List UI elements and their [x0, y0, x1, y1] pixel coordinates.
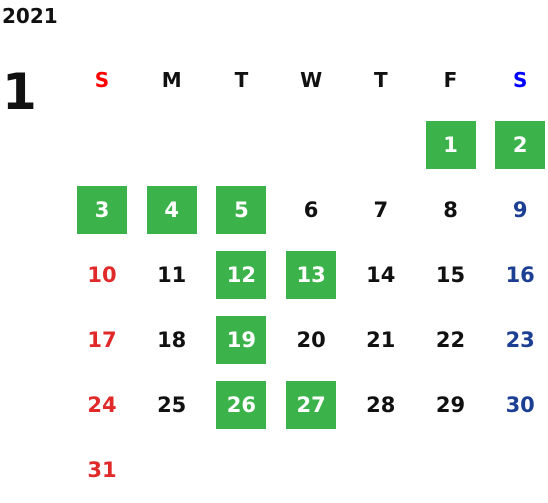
day-cell: 28: [366, 393, 396, 417]
weekday-header: T: [234, 68, 249, 92]
day-cell: 10: [87, 263, 117, 287]
day-cell: 7: [373, 198, 389, 222]
day-cell: 25: [157, 393, 187, 417]
day-cell: 6: [303, 198, 319, 222]
year: 2021: [2, 4, 58, 28]
weekday-header: S: [512, 68, 528, 92]
day-cell: 17: [87, 328, 117, 352]
day-cell: 4: [146, 186, 197, 234]
day-cell: 8: [443, 198, 458, 222]
day-cell: 31: [87, 458, 117, 482]
day-cell: 12: [216, 251, 267, 299]
day-cell: 14: [366, 263, 396, 287]
weekday-header: W: [300, 68, 323, 92]
day-cell: 18: [157, 328, 187, 352]
day-cell: 9: [512, 198, 528, 222]
day-cell: 24: [87, 393, 117, 417]
day-cell: 22: [435, 328, 466, 352]
weekday-header: M: [161, 68, 182, 92]
day-cell: 13: [286, 251, 337, 299]
weekday-header: F: [443, 68, 458, 92]
weekday-header: S: [94, 68, 110, 92]
weekday-header: T: [373, 68, 388, 92]
day-cell: 3: [77, 186, 127, 234]
day-cell: 15: [435, 263, 466, 287]
day-cell: 30: [505, 393, 535, 417]
day-cell: 29: [435, 393, 466, 417]
day-cell: 21: [366, 328, 396, 352]
day-cell: 16: [505, 263, 535, 287]
day-cell: 27: [286, 381, 337, 429]
day-cell: 11: [157, 263, 187, 287]
day-cell: 19: [216, 316, 267, 364]
day-cell: 1: [425, 121, 476, 169]
day-cell: 2: [495, 121, 546, 169]
day-cell: 5: [216, 186, 267, 234]
day-cell: 26: [216, 381, 267, 429]
day-cell: 20: [296, 328, 326, 352]
month: 1: [2, 63, 37, 121]
day-cell: 23: [505, 328, 535, 352]
